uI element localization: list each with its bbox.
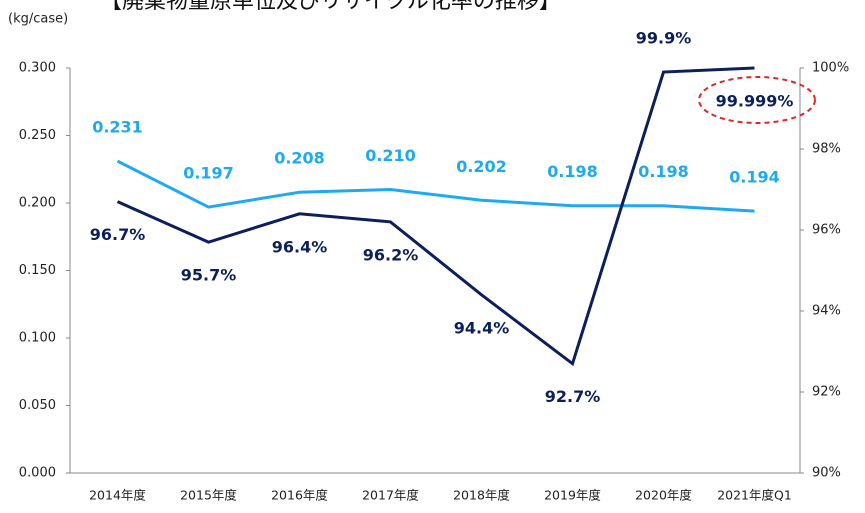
y-axis-label: (kg/case) <box>8 12 68 27</box>
data-label: 96.7% <box>90 225 146 244</box>
data-label: 0.208 <box>274 149 325 168</box>
y-tick-label: 0.250 <box>19 128 56 143</box>
data-label: 0.198 <box>638 162 689 181</box>
data-label: 94.4% <box>454 318 510 337</box>
x-tick-label: 2014年度 <box>89 488 146 503</box>
data-label: 96.2% <box>363 245 419 264</box>
y-tick-label: 0.200 <box>19 196 56 211</box>
y2-tick-label: 94% <box>812 304 841 319</box>
y2-tick-label: 92% <box>812 385 841 400</box>
y-tick-label: 0.150 <box>19 263 56 278</box>
chart-title: 【廃棄物量原単位及びリサイクル化率の推移】 <box>100 0 561 14</box>
x-tick-label: 2020年度 <box>635 488 692 503</box>
x-tick-label: 2016年度 <box>271 488 328 503</box>
y2-tick-label: 90% <box>812 466 841 481</box>
data-label: 92.7% <box>545 387 601 406</box>
x-tick-label: 2021年度Q1 <box>717 488 792 503</box>
data-label: 0.198 <box>547 162 598 181</box>
data-label: 96.4% <box>272 237 328 256</box>
y2-tick-label: 100% <box>812 61 849 76</box>
data-label: 0.202 <box>456 157 507 176</box>
data-label: 0.194 <box>729 168 780 187</box>
x-tick-label: 2017年度 <box>362 488 419 503</box>
y-tick-label: 0.000 <box>19 466 56 481</box>
data-label: 99.9% <box>636 29 692 48</box>
data-label: 95.7% <box>181 266 237 285</box>
highlight-circle <box>698 76 816 124</box>
data-label: 0.210 <box>365 146 416 165</box>
y-tick-label: 0.100 <box>19 331 56 346</box>
x-tick-label: 2015年度 <box>180 488 237 503</box>
data-label: 0.197 <box>183 164 234 183</box>
y2-tick-label: 96% <box>812 223 841 238</box>
x-tick-label: 2019年度 <box>544 488 601 503</box>
y2-tick-label: 98% <box>812 142 841 157</box>
data-label: 0.231 <box>92 118 143 137</box>
series-line <box>116 66 755 367</box>
series-line <box>116 159 755 213</box>
x-tick-label: 2018年度 <box>453 488 510 503</box>
data-label: 99.999% <box>716 92 794 111</box>
y-tick-label: 0.050 <box>19 398 56 413</box>
y-tick-label: 0.300 <box>19 61 56 76</box>
